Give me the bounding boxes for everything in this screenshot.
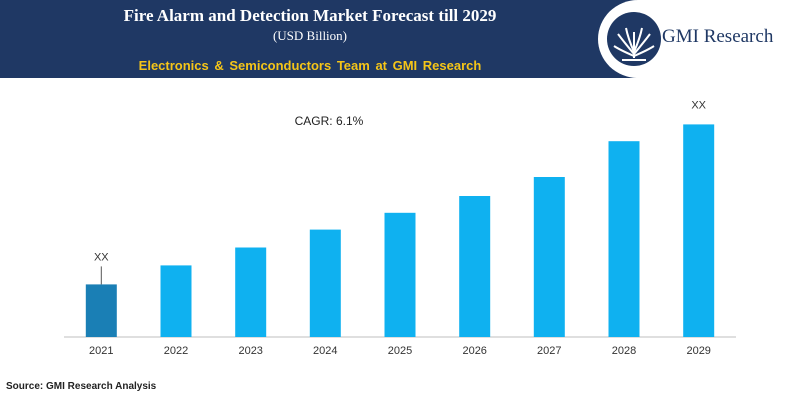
bar-chart: 2021 2022 2023 2024 2025 2026 2027 2028 2029 XX X… [64, 99, 736, 357]
logo-text: GMI Research [662, 26, 774, 47]
bar-2028 [608, 141, 640, 337]
bar-2023 [235, 247, 267, 337]
x-tick-2026: 2026 [462, 345, 486, 357]
logo: GMI Research [598, 0, 800, 78]
cagr-annotation: CAGR: 6.1% [295, 114, 364, 128]
bar-2021 [85, 284, 117, 337]
gmi-logo-icon [607, 12, 661, 66]
x-tick-2029: 2029 [686, 345, 710, 357]
bar-2026 [459, 196, 491, 337]
bar-2025 [384, 212, 416, 337]
bar-2024 [309, 229, 341, 337]
x-tick-2025: 2025 [388, 345, 412, 357]
bar-2029 [683, 124, 715, 338]
chart-unit: (USD Billion) [272, 28, 348, 43]
data-label-2021: XX [94, 251, 109, 263]
header-banner: Fire Alarm and Detection Market Forecast… [0, 0, 800, 78]
data-label-2029: XX [691, 99, 706, 111]
bar-2027 [533, 177, 565, 337]
x-tick-2028: 2028 [612, 345, 636, 357]
bar-2022 [160, 265, 192, 337]
x-tick-2021: 2021 [89, 345, 113, 357]
x-tick-2023: 2023 [238, 345, 262, 357]
x-tick-2027: 2027 [537, 345, 561, 357]
source-note: Source: GMI Research Analysis [6, 381, 157, 392]
x-tick-2024: 2024 [313, 345, 337, 357]
team-label: Electronics & Semiconductors Team at GMI… [138, 58, 482, 73]
chart-title: Fire Alarm and Detection Market Forecast… [123, 6, 497, 25]
x-tick-2022: 2022 [164, 345, 188, 357]
